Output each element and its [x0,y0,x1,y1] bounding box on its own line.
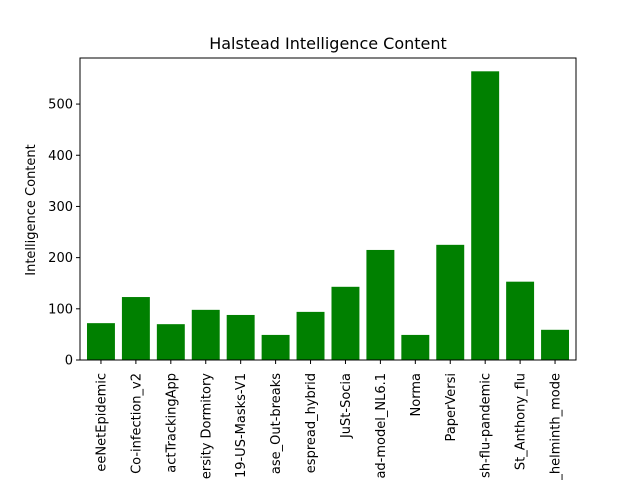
y-tick-label: 100 [48,302,73,317]
bar [156,324,185,360]
x-tick-label: espread_hybrid [304,373,319,473]
bar [331,286,360,360]
bar [86,323,115,360]
bar [506,281,535,360]
x-tick-label: ase_Out-breaks [269,373,284,474]
bar-series [86,71,570,360]
y-tick-label: 0 [65,354,73,369]
bar [366,249,395,360]
chart-title: Halstead Intelligence Content [209,34,447,53]
x-tick-label: JuSt-Socia [339,373,354,439]
bar [471,71,500,360]
bar [436,244,465,360]
bar [541,329,570,360]
bar [401,334,430,360]
x-tick-label: eeNetEpidemic [94,373,109,472]
plot-frame [79,57,577,361]
bar [191,309,220,360]
y-axis-label: Intelligence Content [24,144,39,275]
x-tick-label: _helminth_mode [549,373,564,480]
bar [296,311,325,360]
bar [261,334,290,360]
x-tick-label: ersity Dormitory [199,373,214,479]
y-tick-label: 500 [48,98,73,113]
x-tick-label: sh-flu-pandemic [479,373,494,478]
y-tick-label: 400 [48,149,73,164]
x-tick-label: Norma [409,373,424,416]
x-tick-label: ad-model_NL6.1 [374,373,389,479]
x-tick-label: St_Anthony_flu [514,373,529,470]
y-tick-label: 200 [48,251,73,266]
x-axis-ticks: eeNetEpidemic Co-infection_v2 actTrackingA… [94,360,564,480]
x-tick-label: actTrackingApp [164,373,179,473]
y-tick-label: 300 [48,200,73,215]
bar [226,314,255,360]
bar [121,297,150,360]
x-tick-label: Co-infection_v2 [129,373,144,474]
x-tick-label: PaperVersi [444,373,459,441]
y-axis-ticks: 0 100 200 300 400 500 [48,98,80,369]
x-tick-label: 19-US-Masks-V1 [234,373,249,478]
